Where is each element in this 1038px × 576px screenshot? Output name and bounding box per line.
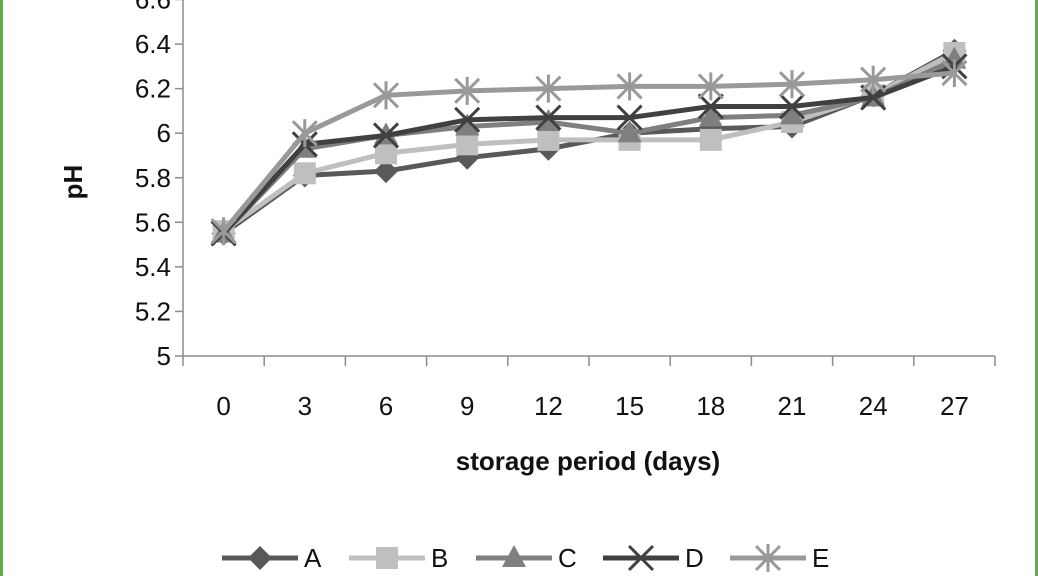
data-point: [860, 65, 887, 94]
axes: 5 5.2 5.4 5.6 5.8 6 6.2 6.4 6.6 0 3 6 9 12 15 18 21 24 27: [135, 0, 996, 421]
y-tick-label: 6: [157, 118, 171, 148]
legend-item-C: C: [476, 543, 577, 573]
legend-marker: [502, 545, 526, 567]
x-tick-label: 24: [859, 391, 888, 421]
y-axis-title: pH: [58, 165, 88, 200]
legend-item-B: B: [349, 543, 448, 573]
y-tick-label: 5: [157, 341, 171, 371]
legend-label: A: [304, 543, 322, 573]
x-tick-label: 12: [534, 391, 563, 421]
data-point: [942, 46, 967, 69]
legend-item-E: E: [730, 543, 829, 573]
x-tick-label: 9: [460, 391, 474, 421]
x-tick-label: 3: [298, 391, 312, 421]
data-point: [372, 122, 400, 149]
x-axis-title: storage period (days): [456, 446, 720, 476]
x-tick-label: 15: [615, 391, 644, 421]
legend: A B C D E: [222, 543, 829, 573]
data-point: [293, 162, 316, 185]
y-tick-label: 5.4: [135, 252, 171, 282]
series-line: [221, 70, 955, 233]
data-point: [210, 217, 237, 246]
y-tick-label: 5.6: [135, 207, 171, 237]
data-point: [456, 133, 479, 156]
data-point: [941, 59, 968, 88]
data-point: [454, 106, 481, 133]
y-tick-label: 6.4: [135, 29, 171, 59]
data-point: [780, 102, 804, 125]
series-layer: [210, 38, 968, 247]
legend-marker: [627, 544, 655, 572]
data-point: [372, 81, 400, 110]
data-point: [778, 70, 806, 99]
data-point: [454, 76, 481, 105]
x-tick-label: 0: [216, 391, 230, 421]
data-point: [455, 113, 480, 136]
data-point: [374, 159, 398, 184]
data-point: [537, 128, 560, 151]
y-tick-label: 5.8: [135, 163, 171, 193]
series-line: [221, 64, 956, 236]
x-tick-label: 21: [778, 391, 807, 421]
data-point: [616, 72, 643, 101]
x-tick-label: 27: [940, 391, 969, 421]
data-point: [617, 120, 642, 143]
legend-label: B: [431, 543, 448, 573]
data-point: [778, 93, 806, 120]
data-point: [697, 72, 724, 101]
y-tick-label: 6.2: [135, 74, 171, 104]
data-point: [535, 74, 562, 103]
legend-marker: [248, 546, 272, 570]
x-tick-label: 18: [696, 391, 725, 421]
data-point: [375, 142, 397, 165]
data-point: [698, 104, 723, 127]
legend-label: E: [812, 543, 829, 573]
data-point: [699, 128, 722, 151]
legend-item-A: A: [222, 543, 322, 573]
data-point: [291, 119, 318, 148]
x-tick-label: 6: [379, 391, 393, 421]
data-point: [535, 104, 562, 131]
data-point: [616, 104, 643, 131]
y-tick-label: 5.2: [135, 296, 171, 326]
legend-item-D: D: [603, 543, 704, 573]
legend-label: D: [685, 543, 704, 573]
legend-label: C: [558, 543, 577, 573]
legend-marker: [754, 544, 782, 572]
legend-marker: [376, 547, 398, 569]
data-point: [697, 93, 724, 120]
y-tick-label: 6.6: [135, 0, 171, 15]
series-E: [210, 59, 968, 246]
